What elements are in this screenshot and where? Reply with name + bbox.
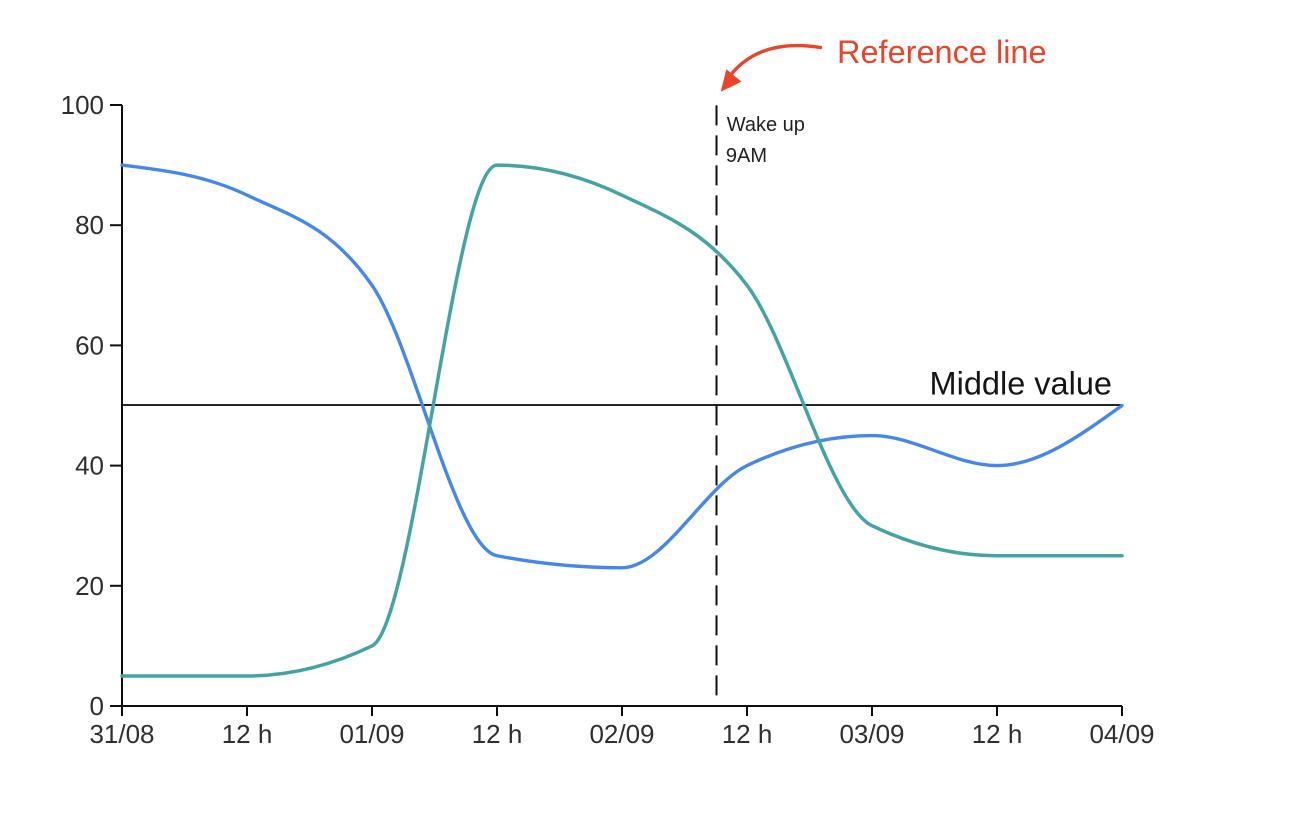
svg-text:12 h: 12 h	[222, 719, 273, 749]
svg-text:04/09: 04/09	[1089, 719, 1154, 749]
svg-text:0: 0	[90, 691, 104, 721]
svg-text:31/08: 31/08	[89, 719, 154, 749]
svg-text:100: 100	[61, 90, 104, 120]
svg-text:40: 40	[75, 451, 104, 481]
svg-text:20: 20	[75, 571, 104, 601]
svg-text:12 h: 12 h	[972, 719, 1023, 749]
svg-text:60: 60	[75, 330, 104, 360]
svg-text:12 h: 12 h	[722, 719, 773, 749]
svg-text:9AM: 9AM	[726, 145, 767, 167]
svg-text:Reference line: Reference line	[837, 34, 1047, 70]
svg-text:Middle value: Middle value	[930, 366, 1112, 402]
svg-text:Wake up: Wake up	[727, 114, 805, 136]
svg-text:01/09: 01/09	[339, 719, 404, 749]
svg-text:02/09: 02/09	[589, 719, 654, 749]
svg-text:80: 80	[75, 210, 104, 240]
svg-text:03/09: 03/09	[839, 719, 904, 749]
svg-text:12 h: 12 h	[472, 719, 523, 749]
